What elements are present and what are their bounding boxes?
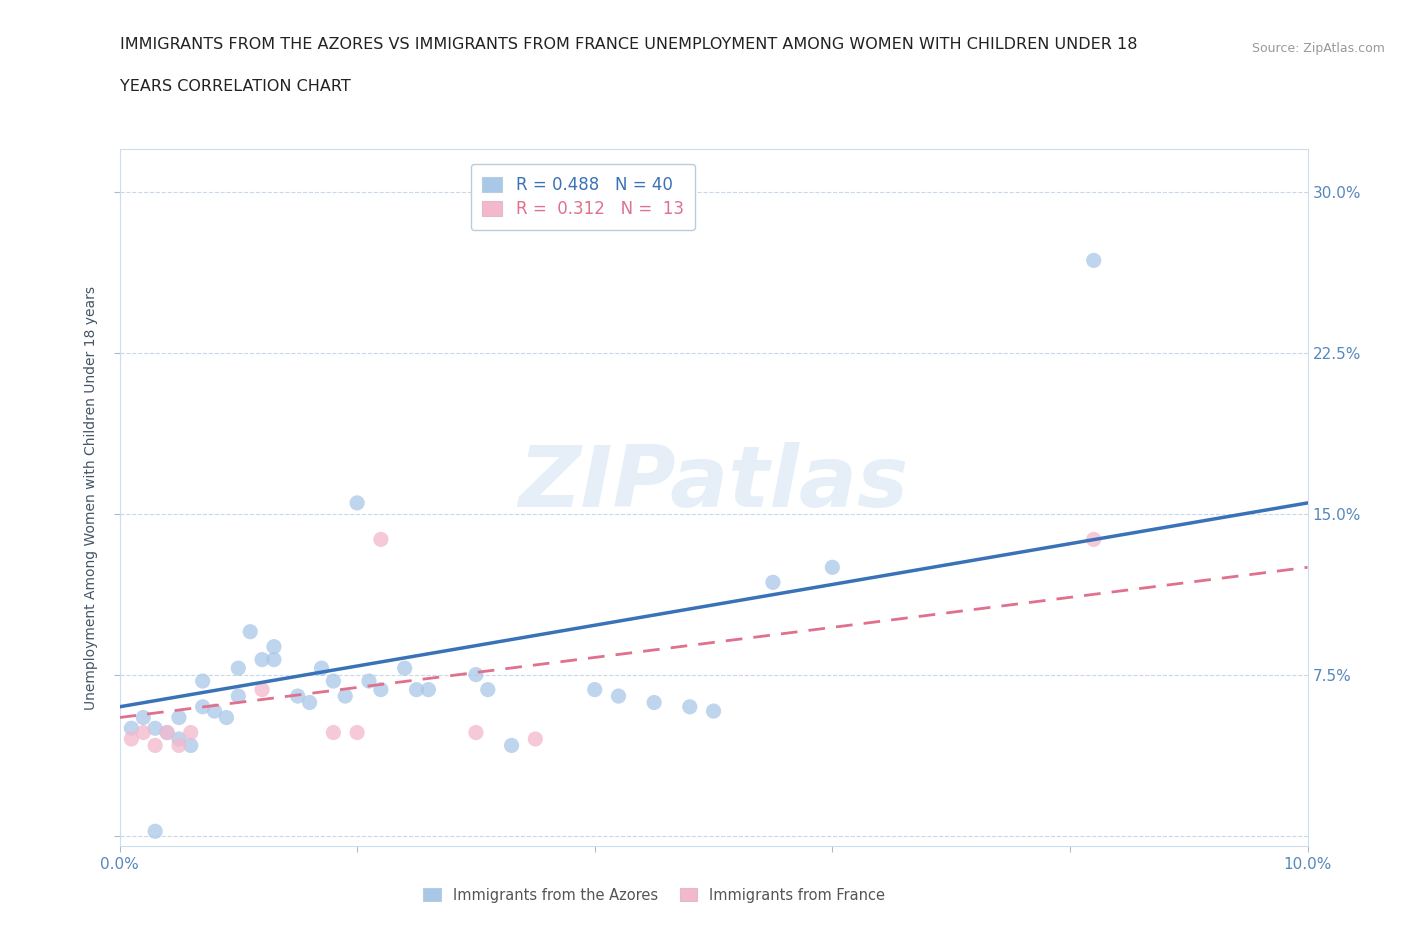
Point	[180, 725, 202, 740]
Point	[346, 725, 368, 740]
Point	[167, 738, 190, 753]
Point	[143, 738, 166, 753]
Point	[287, 688, 309, 703]
Point	[167, 711, 190, 725]
Point	[298, 695, 321, 710]
Point	[120, 721, 142, 736]
Point	[228, 660, 250, 675]
Point	[156, 725, 179, 740]
Point	[477, 683, 499, 698]
Point	[156, 725, 179, 740]
Point	[239, 624, 262, 639]
Point	[335, 688, 357, 703]
Point	[702, 704, 725, 719]
Point	[143, 721, 166, 736]
Point	[191, 673, 214, 688]
Point	[357, 673, 380, 688]
Point	[263, 652, 285, 667]
Point	[228, 688, 250, 703]
Point	[583, 683, 606, 698]
Text: IMMIGRANTS FROM THE AZORES VS IMMIGRANTS FROM FRANCE UNEMPLOYMENT AMONG WOMEN WI: IMMIGRANTS FROM THE AZORES VS IMMIGRANTS…	[120, 37, 1137, 52]
Point	[524, 732, 547, 747]
Y-axis label: Unemployment Among Women with Children Under 18 years: Unemployment Among Women with Children U…	[84, 286, 98, 710]
Point	[418, 683, 440, 698]
Point	[464, 667, 486, 682]
Point	[120, 732, 142, 747]
Point	[762, 575, 785, 590]
Point	[167, 732, 190, 747]
Text: ZIPatlas: ZIPatlas	[519, 442, 908, 525]
Text: Source: ZipAtlas.com: Source: ZipAtlas.com	[1251, 42, 1385, 55]
Point	[370, 532, 392, 547]
Point	[821, 560, 844, 575]
Point	[143, 824, 166, 839]
Legend: Immigrants from the Azores, Immigrants from France: Immigrants from the Azores, Immigrants f…	[418, 882, 890, 909]
Text: YEARS CORRELATION CHART: YEARS CORRELATION CHART	[120, 79, 350, 94]
Point	[311, 660, 333, 675]
Point	[607, 688, 630, 703]
Point	[132, 725, 155, 740]
Point	[204, 704, 226, 719]
Point	[180, 738, 202, 753]
Point	[1083, 253, 1105, 268]
Point	[322, 725, 344, 740]
Point	[679, 699, 702, 714]
Point	[464, 725, 486, 740]
Point	[1083, 532, 1105, 547]
Point	[215, 711, 238, 725]
Point	[501, 738, 523, 753]
Point	[405, 683, 427, 698]
Point	[322, 673, 344, 688]
Point	[132, 711, 155, 725]
Point	[346, 496, 368, 511]
Point	[370, 683, 392, 698]
Point	[394, 660, 416, 675]
Point	[263, 639, 285, 654]
Point	[643, 695, 665, 710]
Point	[250, 652, 273, 667]
Point	[191, 699, 214, 714]
Point	[250, 683, 273, 698]
